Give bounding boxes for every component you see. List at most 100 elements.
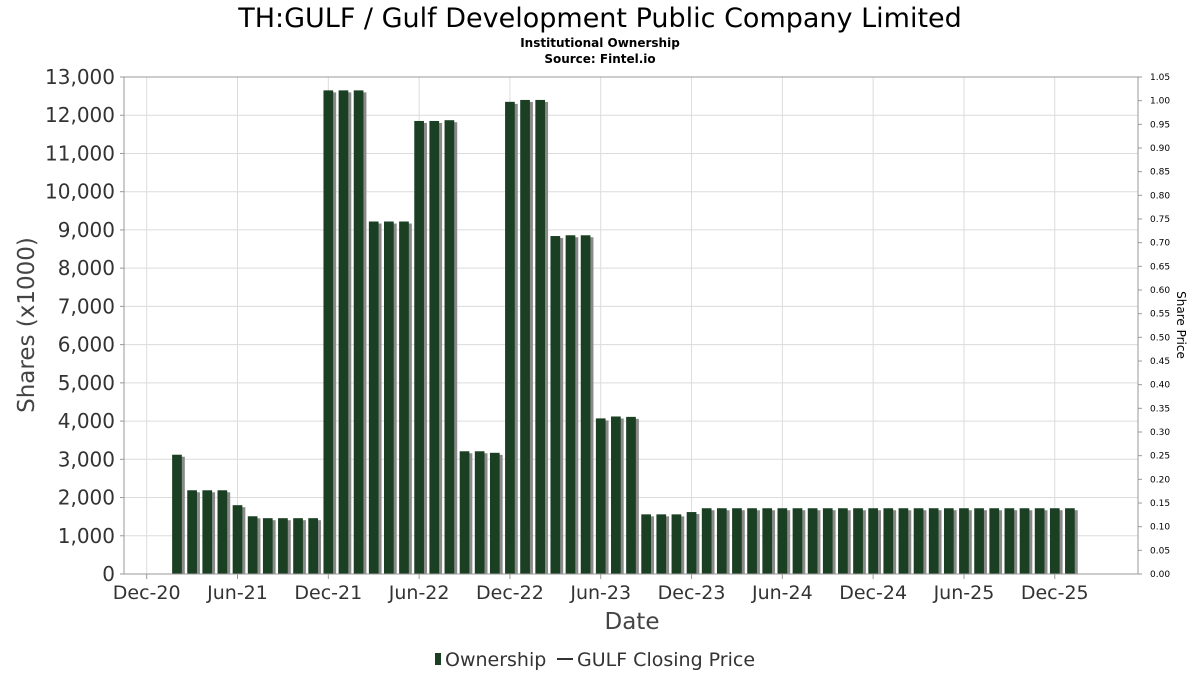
x-tick-label: Dec-25 (1021, 582, 1089, 604)
ownership-bar (838, 508, 848, 574)
ownership-bar (474, 451, 485, 574)
y2-tick-label: 1.05 (1150, 73, 1170, 83)
y2-tick-label: 0.45 (1150, 357, 1170, 367)
y-tick-label: 11,000 (45, 141, 115, 165)
ownership-bar (611, 416, 621, 574)
y-tick-label: 1,000 (58, 524, 115, 548)
y2-tick-label: 0.05 (1150, 546, 1170, 556)
y2-tick-label: 0.90 (1150, 144, 1170, 154)
y2-tick-label: 0.35 (1150, 404, 1170, 414)
y-tick-label: 0 (102, 562, 115, 586)
x-axis: Dec-20 Jun-21 Dec-21 Jun-22 Dec-22 Jun-23 Dec-… (113, 574, 1089, 604)
ownership-bar (595, 418, 606, 574)
ownership-bar (1004, 508, 1015, 574)
y2-tick-label: 0.40 (1150, 381, 1170, 391)
y-tick-label: 4,000 (58, 409, 115, 433)
y2-axis-title: Share Price (1174, 291, 1188, 359)
ownership-bar (989, 508, 1000, 574)
legend: Ownership GULF Closing Price (435, 649, 755, 671)
plot-area-border (123, 76, 1139, 575)
y-tick-label: 13,000 (45, 65, 115, 89)
ownership-bar (353, 90, 364, 574)
ownership-bar (384, 221, 394, 574)
ownership-bar (686, 512, 697, 574)
ownership-bar (959, 508, 969, 574)
ownership-bar (489, 452, 500, 574)
y-tick-label: 10,000 (45, 180, 115, 204)
chart-source: Source: Fintel.io (544, 52, 655, 66)
ownership-bar (943, 508, 954, 574)
ownership-bar (414, 120, 424, 574)
legend-ownership-swatch (435, 653, 441, 665)
x-tick-label: Dec-21 (294, 582, 362, 604)
y-tick-label: 6,000 (58, 333, 115, 357)
ownership-bar (399, 221, 409, 574)
y-axis-left: 0 1,000 2,000 3,000 4,000 5,000 6,000 7,000 8,00… (45, 65, 124, 586)
ownership-bar (429, 120, 440, 574)
ownership-bar (217, 490, 228, 574)
y-tick-label: 2,000 (58, 486, 115, 510)
ownership-bar (187, 490, 197, 574)
ownership-bar (822, 508, 833, 574)
ownership-bar (308, 518, 319, 574)
ownership-bar (974, 508, 984, 574)
ownership-bar (338, 90, 349, 574)
x-tick-label: Dec-22 (476, 582, 544, 604)
ownership-bar (792, 508, 803, 574)
ownership-bar (172, 454, 182, 574)
y-tick-label: 12,000 (45, 103, 115, 127)
ownership-bar (641, 514, 651, 574)
ownership-bar (747, 508, 757, 574)
ownership-bar (883, 508, 894, 574)
y-axis-title: Shares (x1000) (14, 237, 40, 413)
legend-price-label: GULF Closing Price (577, 649, 755, 671)
y2-tick-label: 0.80 (1150, 191, 1170, 201)
x-tick-label: Jun-21 (206, 582, 268, 604)
ownership-bar (762, 508, 773, 574)
x-tick-label: Dec-23 (658, 582, 726, 604)
ownership-bar (853, 508, 863, 574)
y-tick-label: 5,000 (58, 371, 115, 395)
ownership-bar (368, 221, 379, 574)
y2-tick-label: 0.15 (1150, 499, 1170, 509)
y2-tick-label: 0.55 (1150, 310, 1170, 320)
y2-tick-label: 0.75 (1150, 215, 1170, 225)
ownership-bar (520, 99, 530, 574)
ownership-bar (202, 490, 213, 574)
y2-tick-label: 0.85 (1150, 168, 1170, 178)
ownership-bar (444, 120, 455, 574)
y-tick-label: 8,000 (58, 256, 115, 280)
y2-tick-label: 0.00 (1150, 570, 1170, 580)
y2-tick-label: 0.95 (1150, 120, 1170, 130)
x-axis-title: Date (605, 609, 660, 635)
ownership-bar (323, 90, 334, 574)
ownership-bar (1019, 508, 1030, 574)
x-tick-label: Jun-25 (933, 582, 995, 604)
ownership-bar (535, 99, 546, 574)
ownership-bar (701, 508, 712, 574)
ownership-bar (293, 518, 303, 574)
ownership-bar (1065, 508, 1075, 574)
y2-tick-label: 0.60 (1150, 286, 1170, 296)
ownership-bar (505, 101, 515, 574)
ownership-bar (716, 508, 727, 574)
ownership-bars (172, 90, 1078, 575)
ownership-bar (262, 518, 273, 574)
y-tick-label: 9,000 (58, 218, 115, 242)
ownership-bar (807, 508, 818, 574)
y2-tick-label: 0.20 (1150, 475, 1170, 485)
ownership-bar (459, 451, 470, 574)
y-tick-label: 7,000 (58, 294, 115, 318)
x-tick-label: Dec-24 (839, 582, 907, 604)
y2-tick-label: 0.50 (1150, 333, 1170, 343)
ownership-bar (671, 514, 682, 574)
y2-tick-label: 0.10 (1150, 523, 1170, 533)
chart-subtitle: Institutional Ownership (520, 36, 680, 50)
x-tick-label: Jun-23 (569, 582, 631, 604)
y-tick-label: 3,000 (58, 447, 115, 471)
chart-title: TH:GULF / Gulf Development Public Compan… (237, 3, 962, 34)
ownership-bar (626, 416, 636, 574)
ownership-bar (913, 508, 924, 574)
ownership-bar (565, 235, 576, 574)
